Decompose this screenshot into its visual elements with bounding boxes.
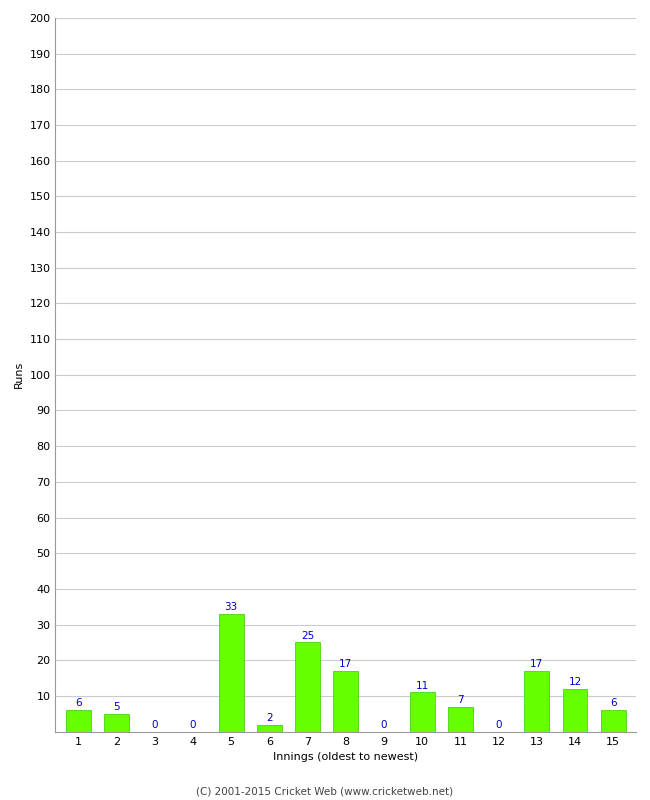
Bar bbox=[104, 714, 129, 732]
Bar bbox=[410, 693, 435, 732]
Text: 5: 5 bbox=[113, 702, 120, 712]
Bar bbox=[66, 710, 91, 732]
Text: 0: 0 bbox=[151, 720, 158, 730]
Bar bbox=[448, 706, 473, 732]
Text: 17: 17 bbox=[530, 659, 543, 670]
Text: 0: 0 bbox=[190, 720, 196, 730]
Bar bbox=[601, 710, 625, 732]
Text: 0: 0 bbox=[495, 720, 502, 730]
Text: 25: 25 bbox=[301, 630, 314, 641]
Bar bbox=[525, 671, 549, 732]
Bar bbox=[257, 725, 282, 732]
Y-axis label: Runs: Runs bbox=[14, 361, 24, 389]
Text: 0: 0 bbox=[381, 720, 387, 730]
X-axis label: Innings (oldest to newest): Innings (oldest to newest) bbox=[273, 752, 419, 762]
Text: 6: 6 bbox=[610, 698, 616, 709]
Text: 6: 6 bbox=[75, 698, 82, 709]
Bar bbox=[219, 614, 244, 732]
Text: 33: 33 bbox=[224, 602, 238, 612]
Text: 11: 11 bbox=[415, 681, 429, 690]
Bar bbox=[562, 689, 588, 732]
Text: 17: 17 bbox=[339, 659, 352, 670]
Text: 2: 2 bbox=[266, 713, 273, 722]
Text: 7: 7 bbox=[457, 695, 463, 705]
Bar bbox=[295, 642, 320, 732]
Text: (C) 2001-2015 Cricket Web (www.cricketweb.net): (C) 2001-2015 Cricket Web (www.cricketwe… bbox=[196, 786, 454, 796]
Text: 12: 12 bbox=[568, 677, 582, 687]
Bar bbox=[333, 671, 358, 732]
